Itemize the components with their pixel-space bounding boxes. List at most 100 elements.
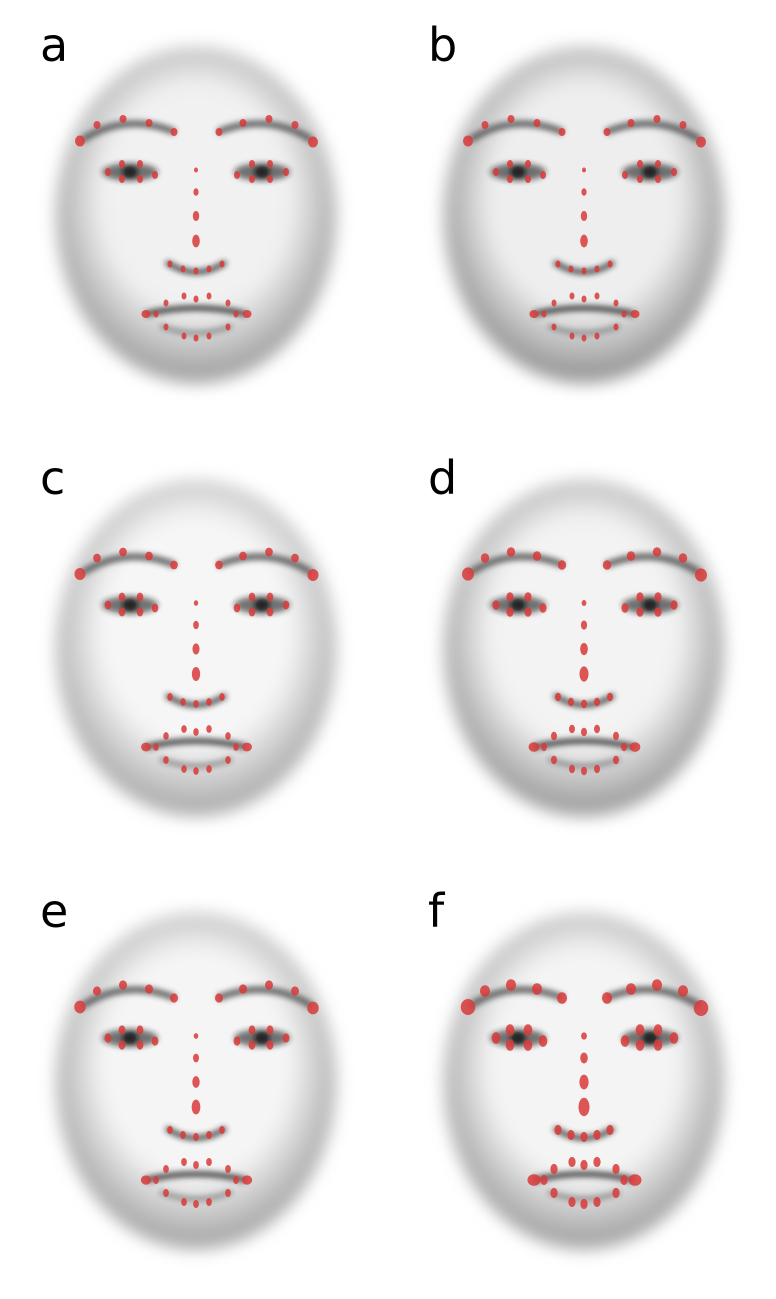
landmark-point — [635, 1024, 645, 1036]
landmark-point — [151, 1036, 159, 1046]
face-image — [56, 913, 336, 1249]
landmark-point — [620, 1035, 630, 1047]
panel-c: c — [0, 433, 388, 866]
landmark-point — [119, 547, 127, 557]
landmark-point — [206, 265, 212, 273]
landmark-point — [655, 160, 661, 168]
landmark-point — [266, 1025, 274, 1035]
landmark-point — [594, 697, 600, 707]
landmark-point — [239, 119, 247, 127]
landmark-point — [523, 1039, 533, 1051]
landmark-point — [507, 175, 513, 183]
landmark-point — [249, 175, 255, 183]
landmark-point — [594, 265, 600, 273]
landmark-point — [167, 260, 173, 268]
landmark-point — [206, 292, 212, 300]
landmark-point — [533, 119, 541, 127]
landmark-point — [568, 1156, 576, 1168]
landmark-point — [677, 985, 689, 997]
landmark-point — [625, 983, 637, 995]
landmark-point — [206, 332, 212, 340]
landmark-point — [234, 171, 240, 179]
landmark-point — [569, 332, 575, 340]
landmark-point — [557, 560, 567, 570]
landmark-point — [136, 1025, 144, 1035]
landmark-point — [193, 1199, 199, 1209]
landmark-point — [206, 1157, 212, 1167]
landmark-point — [540, 1174, 548, 1186]
landmark-point — [163, 756, 169, 764]
landmark-point — [118, 1040, 126, 1050]
landmark-point — [621, 603, 629, 613]
landmark-point — [180, 1130, 186, 1140]
landmark-point — [621, 310, 627, 318]
landmark-point — [593, 1156, 601, 1168]
landmark-point — [629, 742, 641, 752]
landmark-point — [555, 692, 561, 702]
landmark-point — [119, 115, 127, 123]
landmark-point — [551, 731, 557, 741]
landmark-point — [580, 620, 588, 630]
landmark-point — [206, 1197, 212, 1207]
landmark-point — [580, 642, 588, 656]
landmark-point — [541, 310, 547, 318]
landmark-point — [233, 310, 239, 318]
landmark-point — [248, 607, 256, 617]
landmark-point — [214, 993, 224, 1003]
landmark-point — [580, 1131, 588, 1143]
landmark-point — [249, 160, 255, 168]
landmark-point — [481, 121, 489, 129]
landmark-point — [219, 260, 225, 268]
landmark-point — [118, 1025, 126, 1035]
landmark-point — [153, 310, 159, 318]
landmark-point — [75, 135, 85, 147]
landmark-point — [594, 764, 600, 774]
landmark-point — [233, 603, 241, 613]
landmark-point — [505, 979, 517, 991]
landmark-point — [225, 323, 231, 331]
landmark-point — [581, 1032, 587, 1040]
landmark-point — [578, 1097, 590, 1117]
landmark-point — [594, 292, 600, 300]
landmark-point — [180, 265, 186, 273]
landmark-point — [152, 171, 158, 179]
landmark-point — [579, 666, 589, 682]
landmark-point — [507, 160, 513, 168]
landmark-point — [607, 260, 613, 268]
landmark-point — [307, 568, 319, 582]
landmark-point — [267, 175, 273, 183]
landmark-point — [670, 600, 678, 610]
landmark-point — [567, 1129, 575, 1141]
landmark-point — [145, 119, 153, 127]
face-image — [56, 47, 336, 383]
landmark-point — [653, 1024, 663, 1036]
landmark-point — [653, 115, 661, 123]
landmark-point — [193, 600, 199, 606]
landmark-point — [193, 728, 199, 736]
landmark-point — [555, 260, 561, 268]
landmark-point — [283, 168, 289, 176]
landmark-point — [225, 299, 231, 307]
landmark-point — [593, 1129, 601, 1141]
landmark-point — [225, 756, 231, 764]
landmark-point — [193, 267, 199, 275]
landmark-point — [266, 607, 274, 617]
face-image — [444, 913, 724, 1249]
landmark-point — [191, 666, 201, 682]
landmark-point — [181, 332, 187, 340]
landmark-point — [265, 115, 273, 123]
landmark-point — [307, 1001, 319, 1015]
landmark-point — [550, 1163, 558, 1175]
landmark-point — [651, 979, 663, 991]
landmark-point — [621, 742, 627, 752]
landmark-points — [463, 115, 706, 342]
landmark-point — [118, 607, 126, 617]
landmark-point — [568, 697, 574, 707]
panel-a: a — [0, 0, 388, 433]
landmark-point — [119, 160, 125, 168]
landmark-point — [193, 620, 199, 630]
landmark-point — [163, 299, 169, 307]
landmark-point — [523, 1024, 533, 1036]
landmark-point — [558, 128, 566, 136]
